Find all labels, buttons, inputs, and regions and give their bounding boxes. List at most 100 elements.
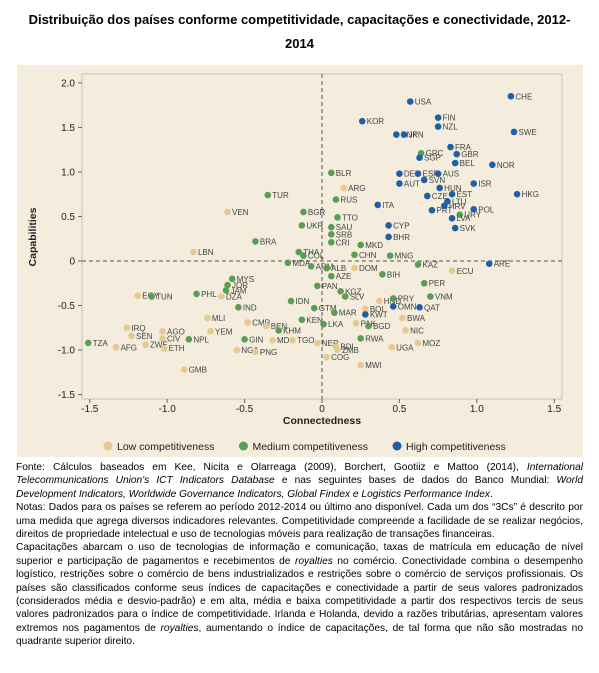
point — [406, 98, 414, 105]
point — [447, 143, 454, 151]
point-label: DNK — [401, 131, 419, 140]
point — [441, 202, 448, 210]
point — [327, 238, 335, 246]
point — [420, 279, 428, 287]
point — [323, 264, 330, 272]
point — [298, 222, 306, 229]
point-label: KHM — [283, 326, 301, 335]
point — [244, 319, 251, 326]
point — [334, 346, 341, 354]
point — [427, 293, 434, 300]
point — [252, 348, 259, 356]
point — [357, 241, 365, 249]
point — [396, 180, 403, 187]
point — [148, 293, 155, 300]
point — [402, 327, 409, 334]
point-label: IRQ — [131, 324, 145, 333]
point — [485, 260, 493, 267]
point-label: PER — [429, 279, 446, 288]
point — [252, 238, 259, 245]
point-label: URY — [464, 211, 481, 220]
point-label: BGD — [373, 322, 391, 331]
point-label: SVN — [429, 176, 446, 185]
point — [241, 336, 248, 343]
point-label: JOR — [232, 281, 248, 290]
legend-marker — [103, 441, 113, 451]
point-label: IND — [243, 303, 257, 312]
point-label: CRI — [336, 238, 350, 247]
point — [298, 316, 306, 324]
point-label: RWA — [365, 334, 384, 343]
point — [489, 161, 496, 169]
point-label: ZMB — [342, 346, 359, 355]
point — [451, 159, 459, 167]
note-text: no comércio. Conectividade combina o des… — [16, 555, 583, 634]
point — [351, 264, 358, 272]
point-label: KAZ — [423, 261, 439, 270]
point-label: KOR — [367, 117, 385, 126]
point-label: MWI — [365, 361, 381, 370]
point-label: TZA — [93, 339, 109, 348]
point-label: GMB — [189, 366, 207, 375]
point — [160, 344, 168, 352]
point-label: COG — [331, 353, 349, 362]
point — [400, 131, 408, 138]
x-tick-label: 1.0 — [470, 404, 484, 415]
point — [456, 211, 464, 218]
note-paragraph: Fonte: Cálculos baseados em Kee, Nicita … — [16, 461, 583, 501]
point — [300, 208, 307, 216]
point — [423, 192, 431, 200]
point-label: GTM — [319, 304, 337, 313]
point — [314, 282, 321, 290]
point — [331, 309, 338, 316]
point — [224, 281, 231, 289]
point-label: IDN — [296, 297, 310, 306]
point — [470, 206, 478, 213]
x-tick-label: 1.5 — [547, 404, 561, 415]
point — [228, 275, 236, 283]
point-label: AUT — [404, 180, 420, 189]
point — [453, 150, 461, 158]
point — [434, 123, 442, 130]
point-label: LVA — [457, 214, 472, 223]
point — [448, 190, 456, 198]
point — [128, 332, 135, 340]
point-label: ISR — [478, 180, 492, 189]
point-label: SAU — [336, 223, 353, 232]
point — [470, 180, 478, 187]
point — [510, 128, 518, 136]
point-label: RUS — [340, 196, 357, 205]
y-tick-label: -1.5 — [58, 390, 76, 401]
point-label: NER — [322, 339, 339, 348]
point — [123, 324, 131, 332]
point-label: CIV — [167, 334, 181, 343]
point — [388, 344, 395, 351]
point — [362, 305, 369, 313]
point-label: KGZ — [345, 287, 362, 296]
point — [399, 314, 406, 322]
y-axis-title: Capabilities — [27, 207, 39, 266]
point-label: DEU — [404, 170, 421, 179]
point-label: MDG — [277, 336, 296, 345]
point-label: BLR — [336, 169, 352, 178]
note-paragraph: Capacitações abarcam o uso de tecnologia… — [16, 541, 583, 648]
point-label: AFG — [121, 343, 137, 352]
note-text: Capacitações abarcam o uso de tecnologia… — [16, 542, 583, 567]
point — [295, 248, 303, 256]
point-label: NOR — [497, 161, 515, 170]
point-label: COL — [308, 252, 325, 261]
point — [337, 287, 344, 295]
point — [314, 339, 321, 347]
point-label: LBN — [198, 248, 214, 257]
y-tick-label: 0.5 — [61, 212, 75, 223]
point — [327, 230, 335, 238]
point-label: NGA — [241, 346, 259, 355]
point-label: ESP — [423, 170, 439, 179]
point — [389, 295, 397, 302]
point-label: BOL — [370, 305, 387, 314]
point-label: KEN — [306, 316, 323, 325]
point — [414, 170, 422, 178]
note-paragraph: Notas: Dados para os países se referem a… — [16, 501, 583, 541]
point-label: TUN — [156, 293, 173, 302]
